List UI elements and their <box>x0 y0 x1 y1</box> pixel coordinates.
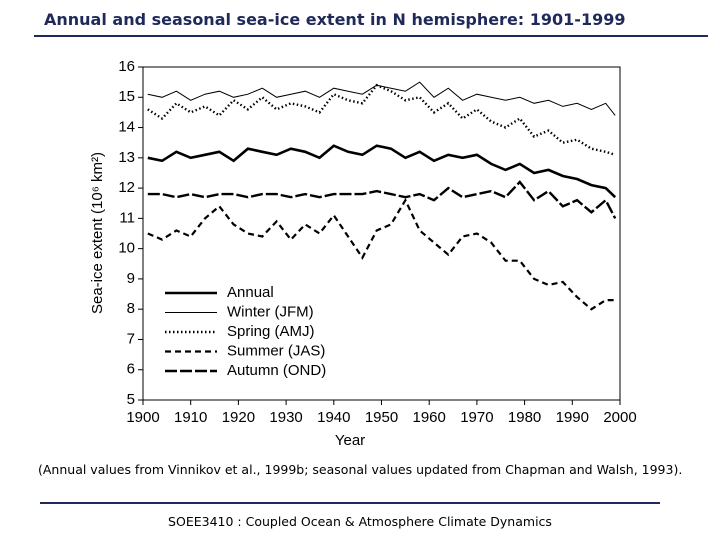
y-tick-label: 16 <box>118 58 135 75</box>
x-tick-label: 1970 <box>460 409 493 426</box>
y-tick-label: 11 <box>119 209 135 226</box>
series-line <box>147 81 616 116</box>
x-tick-label: 1940 <box>317 409 350 426</box>
legend-label: Autumn (OND) <box>227 362 326 379</box>
y-tick-label: 7 <box>127 330 135 347</box>
caption: (Annual values from Vinnikov et al., 199… <box>38 462 683 477</box>
x-tick-label: 1990 <box>556 409 589 426</box>
x-tick-label: 1980 <box>508 409 541 426</box>
legend-label: Winter (JFM) <box>227 303 314 320</box>
y-tick-label: 8 <box>127 300 135 317</box>
series-line <box>147 83 616 156</box>
series-line <box>147 197 616 311</box>
y-tick-label: 12 <box>118 179 135 196</box>
x-tick-label: 1900 <box>126 409 159 426</box>
slide-title: Annual and seasonal sea-ice extent in N … <box>44 10 626 29</box>
y-tick-label: 13 <box>118 149 135 166</box>
x-tick-label: 1920 <box>222 409 255 426</box>
x-tick-label: 2000 <box>603 409 636 426</box>
x-tick-label: 1930 <box>269 409 302 426</box>
y-tick-label: 6 <box>127 361 135 378</box>
x-tick-label: 1910 <box>174 409 207 426</box>
footer: SOEE3410 : Coupled Ocean & Atmosphere Cl… <box>168 514 552 529</box>
y-tick-label: 5 <box>127 391 135 408</box>
legend-label: Annual <box>227 284 274 301</box>
y-tick-label: 9 <box>127 270 135 287</box>
y-tick-label: 15 <box>118 88 135 105</box>
plot-frame <box>142 66 621 401</box>
x-tick-label: 1950 <box>365 409 398 426</box>
footer-rule <box>40 502 660 504</box>
legend-label: Summer (JAS) <box>227 342 325 359</box>
series-line <box>147 180 617 219</box>
x-tick-label: 1960 <box>413 409 446 426</box>
series-line <box>147 144 617 199</box>
y-tick-label: 10 <box>118 240 135 257</box>
y-tick-label: 14 <box>118 119 135 136</box>
title-rule <box>34 35 708 37</box>
chart: Year Sea-ice extent (10⁶ km²) 5 6 7 8 9 10 11 1… <box>89 58 637 449</box>
x-axis-label: Year <box>335 432 365 449</box>
legend-label: Spring (AMJ) <box>227 323 315 340</box>
y-axis-label: Sea-ice extent (10⁶ km²) <box>89 152 106 314</box>
